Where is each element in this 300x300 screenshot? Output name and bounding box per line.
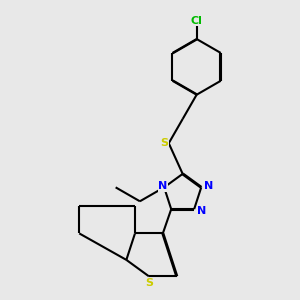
Text: S: S [160,138,169,148]
Text: N: N [158,181,167,191]
Text: S: S [145,278,153,288]
Text: N: N [197,206,207,216]
Text: N: N [204,181,214,191]
Text: Cl: Cl [191,16,203,26]
